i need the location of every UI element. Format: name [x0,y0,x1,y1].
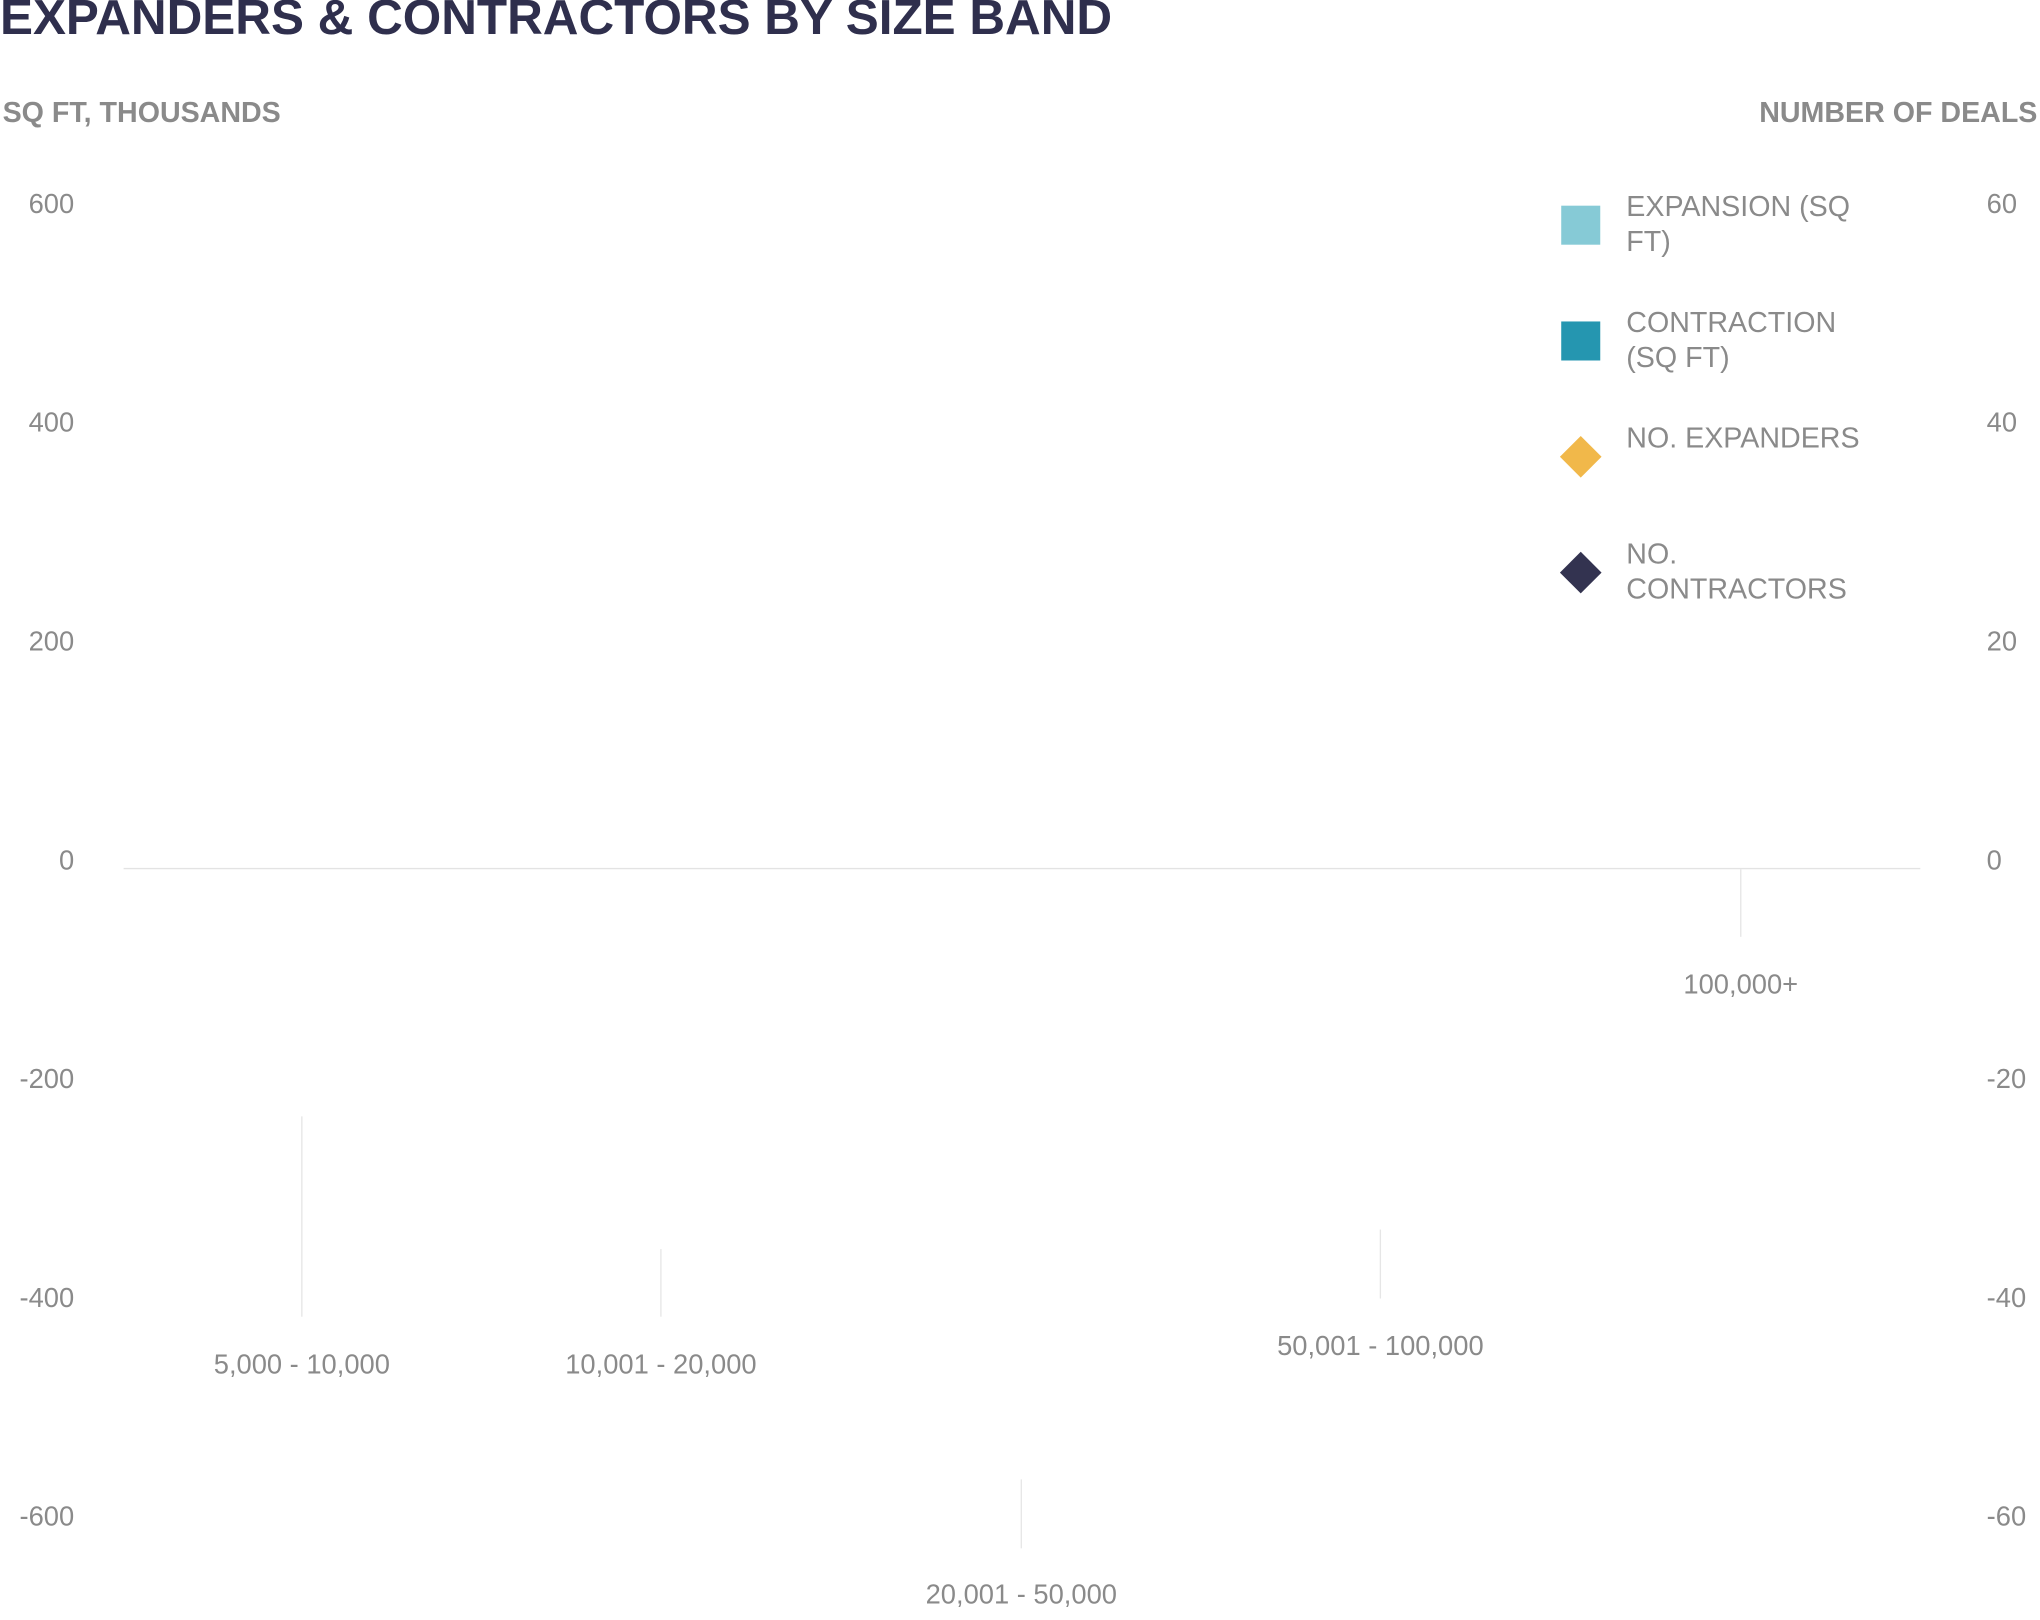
y2-tick-label: -20 [1987,1063,2026,1094]
x-tick-label: 10,001 - 20,000 [565,1348,756,1379]
legend-item: EXPANSION (SQ FT) [1626,190,1851,258]
y2-axis-title: NUMBER OF DEALS [1759,97,2037,129]
legend-item: CONTRACTION (SQ FT) [1626,305,1837,374]
x-tick-label: 50,001 - 100,000 [1277,1330,1484,1361]
x-tick-label: 20,001 - 50,000 [926,1579,1117,1610]
legend-item: NO. EXPANDERS [1626,421,1860,455]
legend-label: EXPANSION (SQ FT) [1626,190,1851,258]
y-tick-label: -600 [19,1501,74,1532]
y-tick-label: 200 [29,625,75,656]
legend-label: CONTRACTION (SQ FT) [1626,305,1837,374]
legend-marker [1559,551,1602,594]
y-tick-label: -200 [19,1063,74,1094]
y2-tick-label: 40 [1987,407,2017,438]
legend-label: NO. CONTRACTORS [1626,537,1847,606]
legend-item: NO. CONTRACTORS [1626,537,1847,606]
legend-marker [1561,205,1601,245]
y2-tick-label: 20 [1987,625,2017,656]
legend-marker [1559,435,1602,478]
x-tick-label: 100,000+ [1683,969,1798,1000]
y-tick-label: 400 [29,407,75,438]
legend-marker [1561,321,1601,361]
y2-tick-label: -60 [1987,1501,2026,1532]
y-tick-label: 600 [29,188,75,219]
y2-tick-label: 0 [1987,844,2002,875]
y-tick-label: 0 [59,844,74,875]
legend-label: NO. EXPANDERS [1626,421,1860,455]
y-tick-label: -400 [19,1282,74,1313]
y2-tick-label: -40 [1987,1282,2026,1313]
y2-tick-label: 60 [1987,188,2017,219]
y-axis-title: SQ FT, THOUSANDS [3,97,281,129]
chart-title: EXPANDERS & CONTRACTORS BY SIZE BAND [0,0,1112,45]
x-tick-label: 5,000 - 10,000 [214,1348,390,1379]
